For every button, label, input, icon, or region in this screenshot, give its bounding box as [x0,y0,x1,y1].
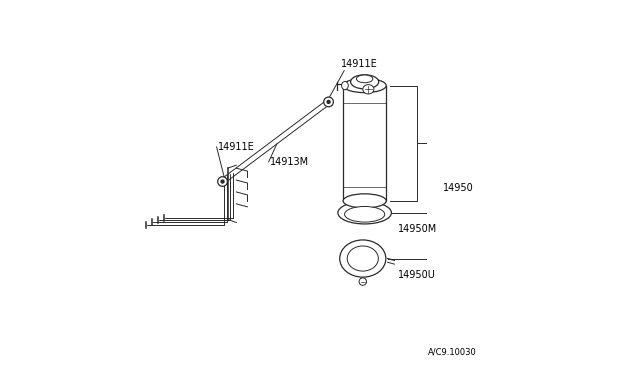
Ellipse shape [338,202,392,224]
Text: 14950: 14950 [443,183,474,193]
Circle shape [221,180,224,183]
Text: 14911E: 14911E [340,59,377,69]
Circle shape [327,100,330,103]
Ellipse shape [342,81,348,90]
Circle shape [324,97,333,107]
Text: 14950U: 14950U [398,270,436,280]
Ellipse shape [343,78,386,93]
Text: A/C9.10030: A/C9.10030 [428,347,477,356]
Text: 14913M: 14913M [270,157,309,167]
Circle shape [359,278,367,285]
Ellipse shape [351,75,379,89]
Ellipse shape [348,246,378,271]
Circle shape [218,177,227,186]
Ellipse shape [340,240,386,277]
Ellipse shape [356,75,373,83]
Text: 14950M: 14950M [398,224,437,234]
Ellipse shape [344,206,385,222]
Text: 14911E: 14911E [218,142,255,152]
Ellipse shape [343,194,386,208]
Ellipse shape [363,85,374,94]
